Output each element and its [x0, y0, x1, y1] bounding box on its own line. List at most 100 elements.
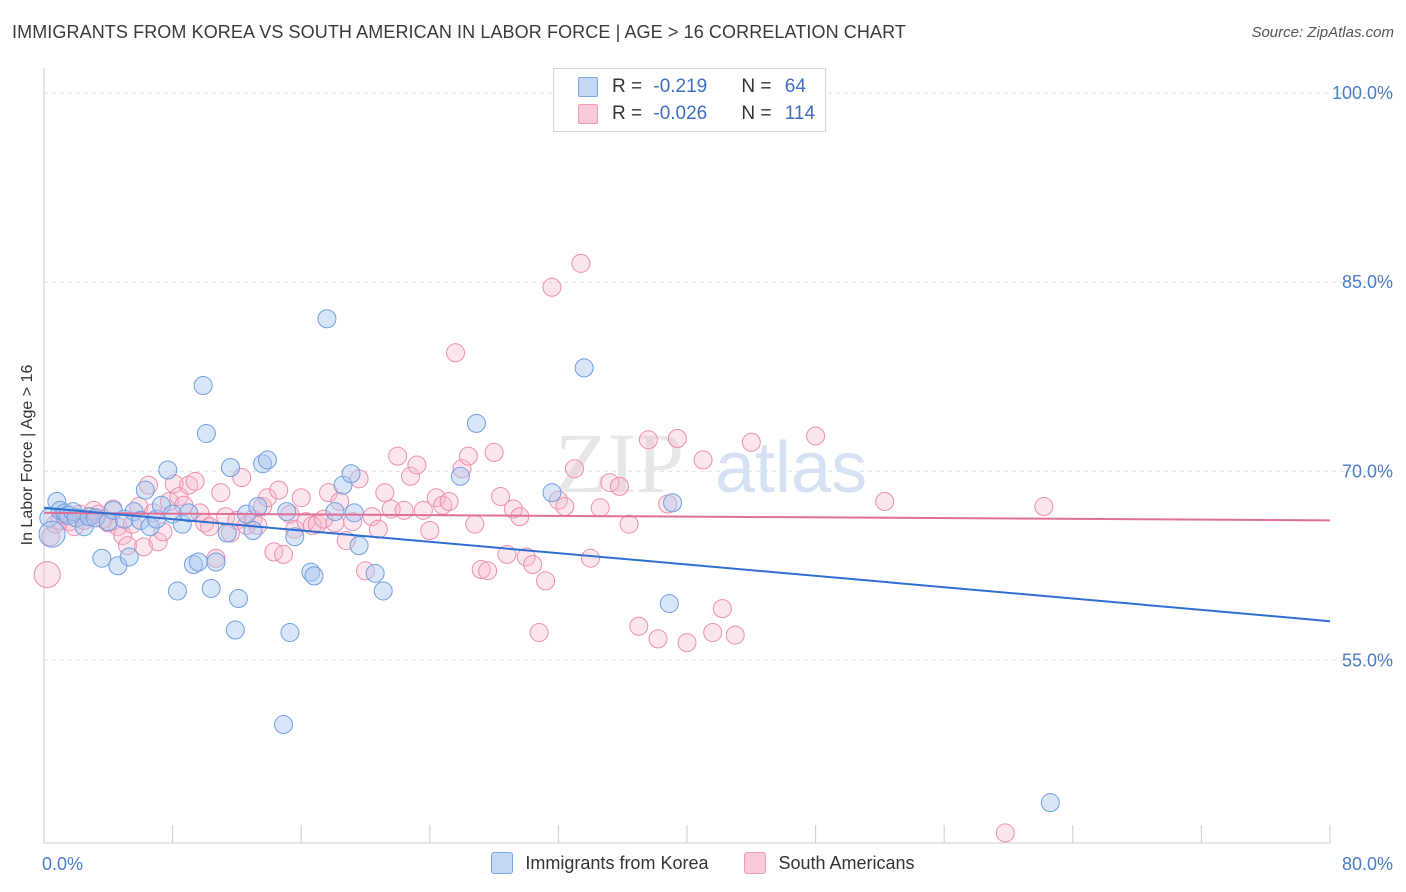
point-korea — [574, 358, 594, 378]
point-korea — [344, 503, 364, 523]
gridlines — [44, 92, 1392, 661]
point-south-american — [619, 514, 639, 534]
point-south-american — [478, 561, 498, 581]
legend-r-label: R = — [612, 103, 648, 124]
point-south-american — [571, 253, 591, 273]
point-korea — [304, 566, 324, 586]
point-south-american — [725, 625, 745, 645]
correlation-legend: R = -0.219 N = 64 R = -0.026 N = 114 — [553, 68, 826, 132]
point-south-american — [368, 519, 388, 539]
point-south-american — [33, 561, 61, 589]
point-korea — [325, 502, 345, 522]
point-korea — [248, 497, 268, 517]
point-south-american — [185, 471, 205, 491]
point-south-american — [388, 446, 408, 466]
point-south-american — [471, 560, 491, 580]
point-south-american — [555, 497, 575, 517]
point-korea — [466, 413, 486, 433]
point-korea — [193, 376, 213, 396]
point-south-american — [211, 483, 231, 503]
legend-n-value-korea: 64 — [784, 76, 806, 97]
legend-swatch-korea — [491, 852, 514, 874]
legend-r-value-south: -0.026 — [653, 103, 708, 124]
point-south-american — [164, 474, 184, 494]
point-south-american — [523, 555, 543, 575]
chart-title: IMMIGRANTS FROM KOREA VS SOUTH AMERICAN … — [12, 22, 906, 42]
legend-row-south: R = -0.026 N = 114 — [578, 102, 815, 126]
point-korea — [333, 475, 353, 495]
point-korea — [225, 620, 245, 640]
y-tick-label: 100.0% — [1332, 83, 1393, 103]
point-korea — [201, 578, 221, 598]
y-tick-label: 85.0% — [1342, 272, 1393, 292]
point-south-american — [693, 450, 713, 470]
point-south-american — [648, 629, 668, 649]
point-south-american — [407, 455, 427, 475]
point-korea — [274, 715, 294, 735]
watermark: ZIP atlas — [555, 415, 867, 511]
point-south-american — [629, 616, 649, 636]
point-korea — [196, 423, 216, 443]
point-south-american — [516, 547, 536, 567]
point-south-american — [995, 823, 1015, 843]
point-south-american — [330, 491, 350, 511]
point-south-american — [452, 459, 472, 479]
point-south-american — [253, 497, 273, 517]
source-label: Source: ZipAtlas.com — [1251, 24, 1394, 41]
legend-r-value-korea: -0.219 — [653, 76, 708, 97]
point-south-american — [274, 544, 294, 564]
point-south-american — [439, 491, 459, 511]
point-korea — [243, 520, 263, 540]
legend-swatch-south — [744, 852, 767, 874]
point-south-american — [875, 491, 895, 511]
legend-swatch-korea — [578, 77, 598, 97]
point-korea — [542, 483, 562, 503]
legend-n-label: N = — [741, 76, 777, 97]
point-korea — [280, 623, 300, 643]
point-south-american — [336, 531, 356, 551]
point-south-american — [200, 517, 220, 537]
point-korea — [135, 480, 155, 500]
point-south-american — [1034, 497, 1054, 517]
point-korea — [285, 527, 305, 547]
watermark-atlas: atlas — [715, 428, 867, 508]
point-korea — [92, 548, 112, 568]
tick-labels: 55.0% 70.0% 85.0% 100.0% 0.0% 80.0% — [42, 83, 1393, 874]
point-south-american — [138, 475, 158, 495]
point-korea — [38, 520, 66, 548]
point-south-american — [638, 430, 658, 450]
point-south-american — [741, 432, 761, 452]
y-tick-label: 70.0% — [1342, 461, 1393, 481]
legend-label-korea: Immigrants from Korea — [525, 852, 709, 873]
trend-line-korea — [43, 506, 1331, 623]
point-south-american — [609, 476, 629, 496]
point-korea — [229, 589, 249, 609]
point-south-american — [536, 571, 556, 591]
legend-item-south: South Americans — [744, 852, 915, 874]
trend-line-south-americans — [43, 511, 1331, 522]
point-korea — [373, 581, 393, 601]
point-korea — [301, 562, 321, 582]
point-south-american — [458, 446, 478, 466]
point-south-american — [179, 475, 199, 495]
point-south-american — [394, 500, 414, 520]
point-south-american — [667, 428, 687, 448]
legend-n-value-south: 114 — [784, 103, 816, 124]
point-korea — [349, 536, 369, 556]
point-korea — [317, 309, 337, 329]
legend-item-korea: Immigrants from Korea — [491, 852, 708, 874]
point-korea — [220, 457, 240, 477]
point-south-american — [269, 480, 289, 500]
legend-label-south: South Americans — [778, 852, 915, 873]
point-south-american — [712, 599, 732, 619]
point-south-american — [529, 623, 549, 643]
point-korea — [183, 555, 203, 575]
point-south-american — [401, 466, 421, 486]
point-south-american — [148, 532, 168, 552]
point-south-american — [420, 520, 440, 540]
point-korea — [341, 464, 361, 484]
point-south-american — [581, 548, 601, 568]
point-south-american — [465, 514, 485, 534]
legend-n-label: N = — [741, 103, 777, 124]
point-south-american — [806, 426, 826, 446]
